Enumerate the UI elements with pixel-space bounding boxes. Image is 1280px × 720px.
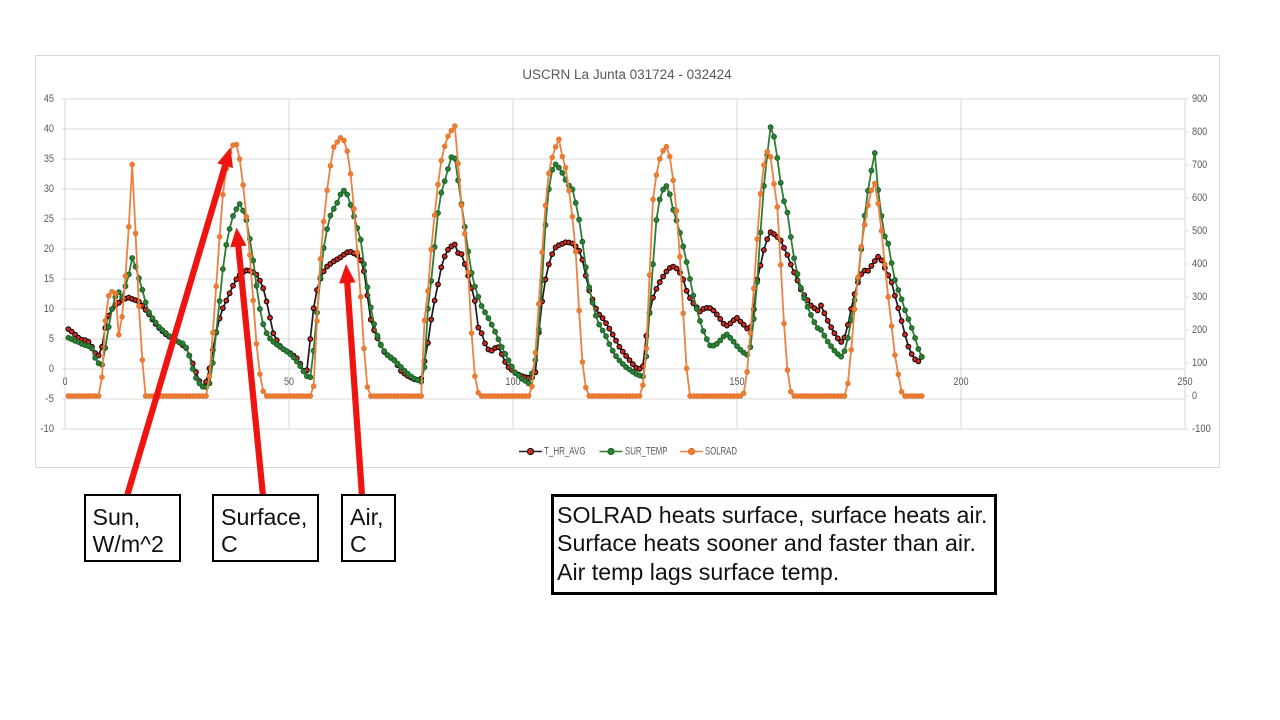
svg-text:100: 100 xyxy=(505,376,520,388)
svg-text:0: 0 xyxy=(1192,390,1197,402)
svg-text:150: 150 xyxy=(729,376,744,388)
svg-text:300: 300 xyxy=(1192,291,1207,303)
svg-text:100: 100 xyxy=(1192,357,1207,369)
svg-text:40: 40 xyxy=(44,123,54,135)
svg-text:50: 50 xyxy=(284,376,294,388)
svg-text:T_HR_AVG: T_HR_AVG xyxy=(544,446,586,458)
svg-text:250: 250 xyxy=(1177,376,1192,388)
svg-text:500: 500 xyxy=(1192,225,1207,237)
svg-text:25: 25 xyxy=(44,213,54,225)
svg-text:30: 30 xyxy=(44,183,54,195)
svg-text:USCRN La Junta 031724 - 032424: USCRN La Junta 031724 - 032424 xyxy=(522,67,732,82)
svg-text:0: 0 xyxy=(49,363,54,375)
svg-text:200: 200 xyxy=(953,376,968,388)
svg-text:600: 600 xyxy=(1192,192,1207,204)
svg-text:15: 15 xyxy=(44,273,54,285)
svg-text:400: 400 xyxy=(1192,258,1207,270)
svg-text:10: 10 xyxy=(44,303,54,315)
svg-text:5: 5 xyxy=(49,333,54,345)
svg-text:700: 700 xyxy=(1192,159,1207,171)
svg-text:800: 800 xyxy=(1192,126,1207,138)
svg-text:-10: -10 xyxy=(40,423,54,435)
svg-text:45: 45 xyxy=(44,93,54,105)
svg-text:SUR_TEMP: SUR_TEMP xyxy=(625,446,668,458)
svg-text:900: 900 xyxy=(1192,93,1207,105)
svg-text:-5: -5 xyxy=(45,393,54,405)
svg-text:20: 20 xyxy=(44,243,54,255)
svg-text:SOLRAD: SOLRAD xyxy=(705,446,737,458)
svg-text:200: 200 xyxy=(1192,324,1207,336)
svg-text:0: 0 xyxy=(62,376,67,388)
svg-text:35: 35 xyxy=(44,153,54,165)
svg-text:-100: -100 xyxy=(1192,423,1211,435)
